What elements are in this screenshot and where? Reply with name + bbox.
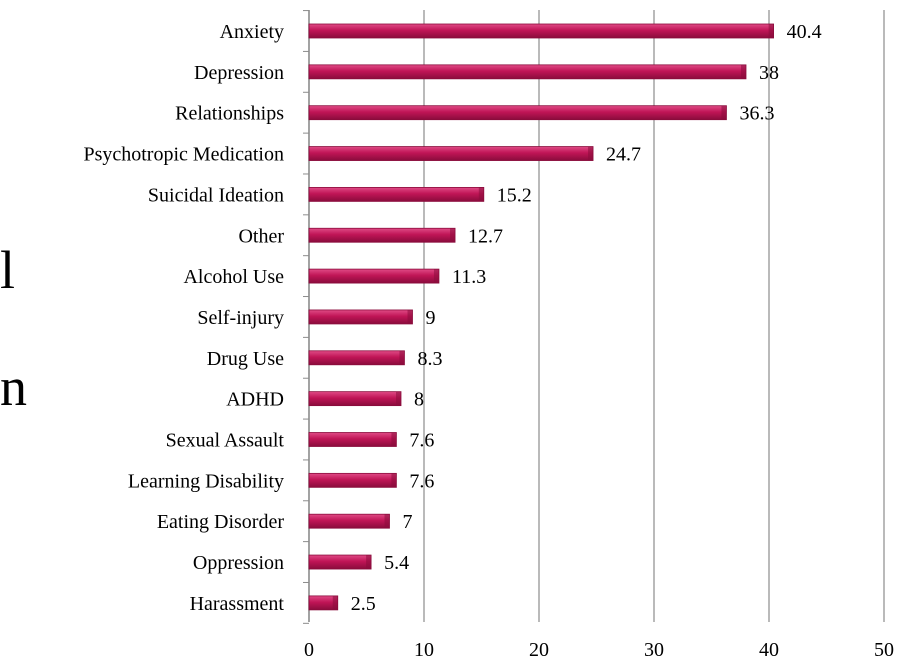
bar-end-cap <box>768 24 774 38</box>
category-labels: Anxiety Depression Relationships Psychotrop… <box>83 21 284 615</box>
bar-other <box>308 227 456 243</box>
bar-end-cap <box>478 187 484 202</box>
bar-eating-disorder <box>308 513 390 529</box>
bars <box>308 23 775 611</box>
bar-end-cap <box>366 555 372 570</box>
bar-self-injury <box>308 309 413 325</box>
data-label: 40.4 <box>787 21 822 43</box>
data-label: 8.3 <box>417 348 442 370</box>
bar-end-cap <box>396 391 401 406</box>
category-label: Eating Disorder <box>157 511 285 533</box>
partial-slide-text-upper: l <box>0 240 16 300</box>
x-tick-label: 30 <box>644 639 664 661</box>
x-tick-label: 50 <box>874 639 894 661</box>
bar-end-cap <box>391 432 397 447</box>
category-label: Depression <box>194 62 284 84</box>
data-label: 36.3 <box>739 103 774 125</box>
bar-anxiety <box>308 23 775 39</box>
bar-relationships <box>308 105 727 121</box>
bar-suicidal-ideation <box>308 186 485 202</box>
category-label: Learning Disability <box>128 470 284 492</box>
x-tick-label: 10 <box>414 639 434 661</box>
data-labels: 40.4 38 36.3 24.7 15.2 12.7 11.3 9 8.3 8 7.6 7.6 7 5.… <box>351 21 822 615</box>
data-label: 7 <box>403 511 413 533</box>
x-tick-label: 0 <box>304 639 314 661</box>
category-label: Suicidal Ideation <box>148 184 284 206</box>
category-label: Harassment <box>190 593 285 615</box>
bar-oppression <box>308 554 372 570</box>
data-label: 11.3 <box>452 266 486 288</box>
bar-end-cap <box>399 350 405 365</box>
data-label: 7.6 <box>409 470 434 492</box>
bar-psychotropic-medication <box>308 146 594 161</box>
data-label: 12.7 <box>468 225 503 247</box>
category-label: Anxiety <box>220 21 284 43</box>
bar-adhd <box>308 391 402 407</box>
bar-end-cap <box>741 64 746 79</box>
data-label: 9 <box>426 307 436 329</box>
category-label: Psychotropic Medication <box>83 144 284 166</box>
category-label: Other <box>238 225 284 247</box>
category-label: Sexual Assault <box>166 430 285 452</box>
category-label: Alcohol Use <box>183 266 284 288</box>
category-label: ADHD <box>226 389 284 411</box>
bar-depression <box>308 64 747 80</box>
bar-end-cap <box>721 105 727 120</box>
data-label: 7.6 <box>409 430 434 452</box>
data-label: 8 <box>414 389 424 411</box>
bar-end-cap <box>407 309 413 324</box>
category-label: Self-injury <box>197 307 284 329</box>
bar-end-cap <box>588 146 594 161</box>
bar-drug-use <box>308 350 405 366</box>
x-tick-label: 20 <box>529 639 549 661</box>
bar-end-cap <box>433 269 439 284</box>
bar-sexual-assault <box>308 432 397 447</box>
x-tick-label: 40 <box>759 639 779 661</box>
bar-end-cap <box>384 514 390 529</box>
data-label: 2.5 <box>351 593 376 615</box>
bar-end-cap <box>450 228 456 243</box>
data-label: 5.4 <box>384 552 409 574</box>
category-label: Drug Use <box>207 348 284 370</box>
category-label: Oppression <box>193 552 284 574</box>
bar-end-cap <box>391 473 397 488</box>
bar-learning-disability <box>308 472 397 488</box>
bar-alcohol-use <box>308 268 440 284</box>
bar-end-cap <box>332 595 338 610</box>
data-label: 15.2 <box>497 184 532 206</box>
category-label: Relationships <box>175 103 284 125</box>
data-label: 24.7 <box>606 144 641 166</box>
x-tick-labels: 0 10 20 30 40 50 <box>304 639 894 661</box>
partial-slide-text-lower: n <box>0 357 27 417</box>
data-label: 38 <box>759 62 779 84</box>
